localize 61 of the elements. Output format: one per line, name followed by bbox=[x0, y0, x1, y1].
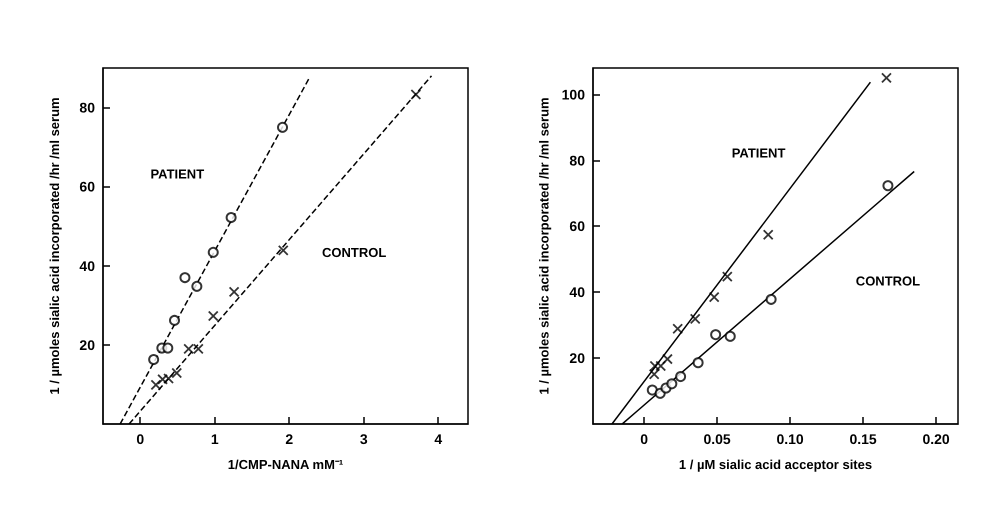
x-axis-title: 1 / µM sialic acid acceptor sites bbox=[678, 457, 872, 472]
x-tick-label: 1 bbox=[210, 431, 219, 447]
point bbox=[881, 72, 892, 84]
y-tick-label: 20 bbox=[79, 336, 96, 353]
y-tick-label: 80 bbox=[569, 152, 586, 168]
point bbox=[724, 330, 736, 342]
x-axis-title: 1/CMP-NANA mM⁻¹ bbox=[228, 457, 344, 472]
y-tick-label: 80 bbox=[79, 100, 96, 116]
y-tick-label: 60 bbox=[569, 218, 586, 234]
x-tick-label: 0.20 bbox=[922, 431, 950, 447]
x-tick-label: 2 bbox=[285, 431, 294, 447]
point bbox=[277, 122, 288, 133]
point bbox=[692, 357, 704, 368]
annotation: PATIENT bbox=[732, 145, 786, 160]
x-tick-label: 0.15 bbox=[849, 431, 877, 447]
x-tick-label: 0.10 bbox=[776, 431, 804, 447]
point bbox=[169, 314, 180, 326]
point bbox=[655, 360, 666, 372]
point bbox=[163, 373, 174, 384]
annotation: PATIENT bbox=[150, 166, 204, 182]
x-tick-label: 0 bbox=[136, 431, 144, 447]
x-tick-label: 4 bbox=[434, 431, 442, 447]
x-tick-label: 0 bbox=[640, 431, 648, 447]
x-tick-label: 0.05 bbox=[703, 431, 731, 447]
point bbox=[762, 229, 774, 240]
point bbox=[662, 354, 673, 364]
point bbox=[208, 310, 219, 322]
point bbox=[410, 89, 422, 100]
point bbox=[179, 272, 190, 284]
point bbox=[666, 378, 678, 390]
y-tick-label: 40 bbox=[569, 284, 586, 300]
y-tick-label: 40 bbox=[79, 258, 96, 274]
point bbox=[710, 329, 722, 340]
point bbox=[278, 244, 289, 256]
point bbox=[192, 343, 204, 354]
y-axis-title: 1 / µmoles sialic acid incorporated /hr /ml serum bbox=[47, 97, 62, 395]
point bbox=[162, 342, 174, 354]
point bbox=[882, 180, 894, 192]
annotation: CONTROL bbox=[856, 273, 920, 288]
point bbox=[183, 343, 194, 354]
x-tick-label: 3 bbox=[360, 431, 368, 447]
point bbox=[722, 271, 733, 282]
point bbox=[191, 280, 202, 292]
point bbox=[675, 371, 686, 382]
point bbox=[228, 286, 240, 298]
point bbox=[157, 374, 168, 385]
point bbox=[672, 323, 684, 334]
point bbox=[708, 292, 720, 302]
y-axis-title: 1 / µmoles sialic acid incorporated /hr /ml serum bbox=[536, 97, 552, 395]
point bbox=[766, 294, 777, 305]
y-tick-label: 20 bbox=[569, 350, 586, 366]
point bbox=[171, 368, 182, 378]
y-tick-label: 100 bbox=[562, 86, 586, 102]
y-tick-label: 60 bbox=[79, 178, 96, 195]
point bbox=[208, 246, 219, 258]
point bbox=[690, 313, 701, 324]
point bbox=[148, 354, 160, 366]
annotation: CONTROL bbox=[322, 245, 386, 260]
point bbox=[646, 384, 658, 396]
point bbox=[150, 379, 162, 390]
point bbox=[226, 212, 237, 224]
